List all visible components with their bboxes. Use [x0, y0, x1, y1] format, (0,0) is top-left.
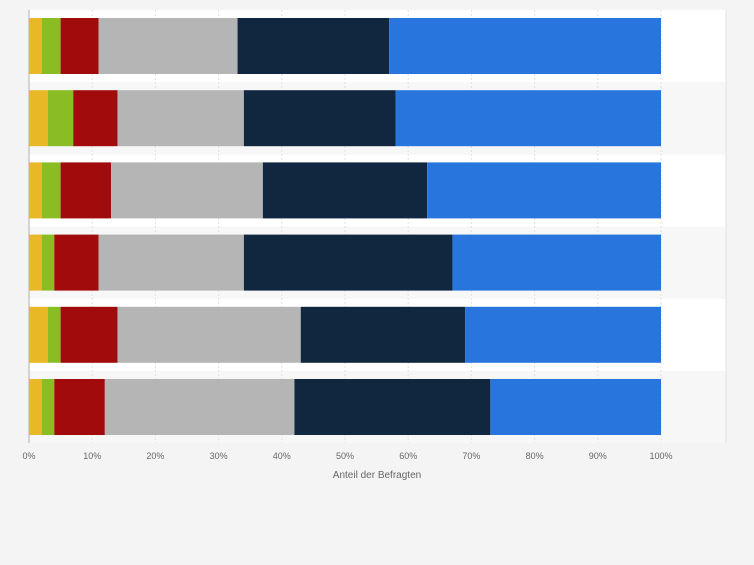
bar-segment [98, 234, 244, 291]
x-tick-label: 50% [336, 451, 354, 461]
bar-segment [41, 18, 61, 74]
x-tick-labels: 0% 10% 20% 30% 40% 50% 60% 70% 80% 90% 100% [22, 451, 672, 461]
bar-segment [243, 90, 396, 147]
x-tick-label: 10% [83, 451, 101, 461]
bar-segment [104, 379, 295, 435]
bar-segment [41, 379, 55, 435]
bar-segment [389, 18, 661, 74]
x-tick-label: 90% [589, 451, 607, 461]
x-tick-label: 60% [399, 451, 417, 461]
bar-segment [29, 379, 42, 435]
bar-segment [98, 18, 238, 74]
bar-segment [29, 162, 42, 219]
bar-segment [47, 306, 61, 363]
x-axis-label: Anteil der Befragten [333, 470, 421, 481]
bar-segment [465, 306, 661, 363]
row-bands [29, 10, 726, 444]
bar-segment [395, 90, 661, 147]
x-tick-label: 100% [649, 451, 672, 461]
bar-segment [237, 18, 390, 74]
x-tick-label: 40% [273, 451, 291, 461]
bar-segment [29, 306, 48, 363]
bar-segment [47, 90, 74, 147]
x-tick-label: 0% [22, 451, 35, 461]
bar-segment [117, 90, 244, 147]
bar-segment [54, 234, 99, 291]
bar-segment [54, 379, 105, 435]
bar-segment [29, 234, 42, 291]
bar-segments [29, 18, 661, 435]
x-tick-label: 30% [210, 451, 228, 461]
bar-segment [29, 90, 48, 147]
bar-segment [294, 379, 491, 435]
bar-segment [117, 306, 301, 363]
bar-segment [73, 90, 118, 147]
x-tick-label: 20% [146, 451, 164, 461]
gridlines [28, 10, 727, 443]
bar-segment [60, 162, 112, 219]
bar-segment [427, 162, 661, 219]
bar-segment [300, 306, 466, 363]
bar-segment [243, 234, 453, 291]
bar-segment [60, 18, 99, 74]
bar-segment [111, 162, 263, 219]
x-tick-label: 80% [526, 451, 544, 461]
x-tick-label: 70% [462, 451, 480, 461]
bar-segment [452, 234, 661, 291]
bar-segment [60, 306, 118, 363]
bar-segment [490, 379, 661, 435]
bar-segment [262, 162, 428, 219]
bar-segment [41, 162, 61, 219]
bar-segment [41, 234, 55, 291]
bar-segment [29, 18, 42, 74]
